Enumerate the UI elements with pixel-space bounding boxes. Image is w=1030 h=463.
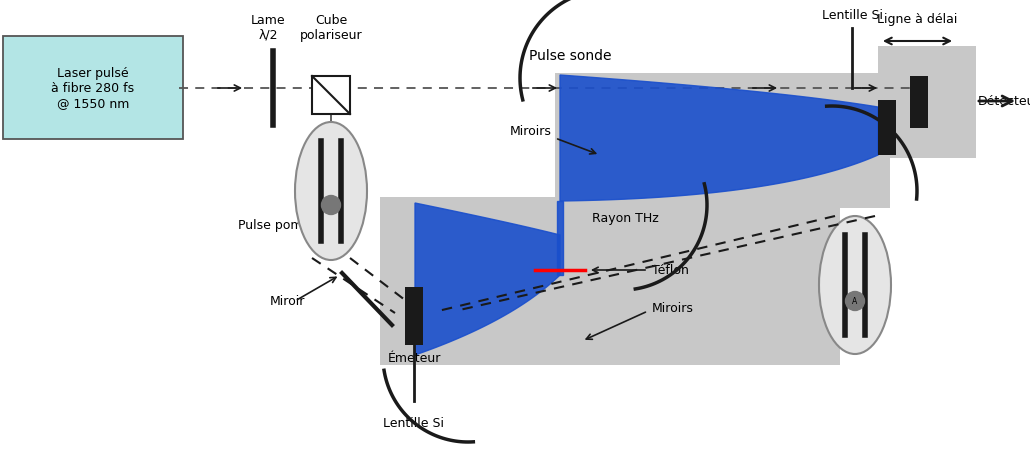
- Polygon shape: [557, 201, 563, 275]
- Bar: [555, 74, 890, 208]
- FancyBboxPatch shape: [3, 37, 183, 140]
- Text: Miroirs: Miroirs: [510, 125, 552, 138]
- Polygon shape: [560, 76, 878, 201]
- Text: Téflon: Téflon: [652, 264, 689, 277]
- Text: A: A: [853, 297, 858, 306]
- Polygon shape: [415, 204, 560, 355]
- Text: Miroirs: Miroirs: [652, 302, 694, 315]
- Text: Détecteur: Détecteur: [978, 95, 1030, 108]
- Text: Émeteur: Émeteur: [387, 351, 441, 364]
- Text: Lame
λ/2: Lame λ/2: [250, 14, 285, 42]
- Ellipse shape: [295, 123, 367, 260]
- Text: Lentille Si: Lentille Si: [383, 416, 445, 429]
- Bar: [405, 288, 423, 345]
- Bar: [878, 47, 976, 159]
- Bar: [909, 77, 928, 129]
- Text: Pulse sonde: Pulse sonde: [528, 49, 611, 63]
- Text: Laser pulsé
à fibre 280 fs
@ 1550 nm: Laser pulsé à fibre 280 fs @ 1550 nm: [52, 67, 135, 110]
- Bar: [380, 198, 840, 365]
- Text: Ligne à délai: Ligne à délai: [877, 13, 957, 26]
- Text: Miroir: Miroir: [270, 295, 305, 308]
- Circle shape: [846, 292, 864, 311]
- Text: Lentille Si: Lentille Si: [822, 9, 883, 22]
- Text: Pulse pompe: Pulse pompe: [238, 219, 318, 232]
- Circle shape: [321, 196, 341, 215]
- Ellipse shape: [819, 217, 891, 354]
- Text: Rayon THz: Rayon THz: [591, 212, 658, 225]
- Bar: [312, 77, 350, 115]
- Bar: [878, 101, 896, 156]
- Text: Cube
polariseur: Cube polariseur: [300, 14, 363, 42]
